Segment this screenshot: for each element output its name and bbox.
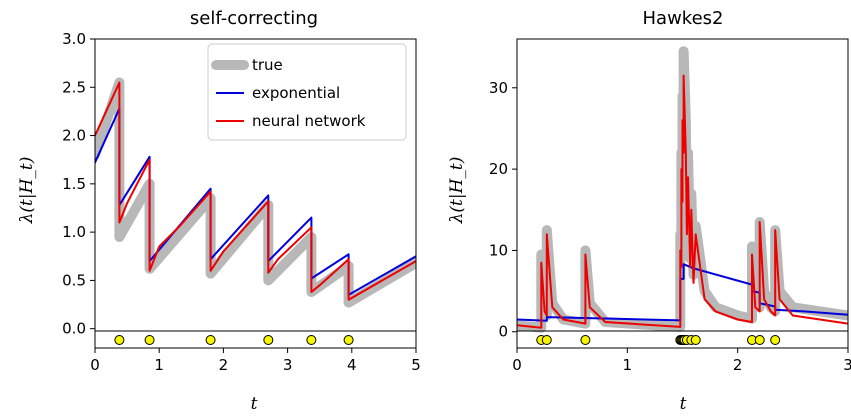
y-tick-label: 30 xyxy=(489,79,508,97)
plot-area xyxy=(94,38,417,349)
legend-label-exponential: exponential xyxy=(252,84,340,102)
event-marker xyxy=(144,335,155,345)
x-tick-label: 1 xyxy=(154,356,164,374)
chart-title: Hawkes2 xyxy=(643,8,724,29)
x-tick-label: 2 xyxy=(219,356,229,374)
series-neural-network xyxy=(517,74,848,329)
event-marker xyxy=(754,335,765,345)
y-tick-label: 1.5 xyxy=(62,175,86,193)
x-tick-label: 3 xyxy=(283,356,293,374)
x-tick-label: 2 xyxy=(733,356,743,374)
x-tick-label: 5 xyxy=(411,356,421,374)
x-tick-label: 0 xyxy=(512,356,522,374)
x-tick-label: 0 xyxy=(90,356,100,374)
event-marker xyxy=(343,335,354,345)
legend-frame xyxy=(207,43,407,141)
x-axis-label: t xyxy=(680,394,687,414)
event-marker xyxy=(263,335,274,345)
y-axis-label: λ(t|H_t) xyxy=(17,157,37,225)
event-marker xyxy=(541,335,552,345)
plot-area xyxy=(516,38,849,349)
x-axis-label: t xyxy=(251,394,258,414)
legend: true exponential neural network xyxy=(207,43,407,141)
ticks: 0 1 2 3 4 5 0.0 0.5 1.0 1.5 2.0 2.5 3.0 xyxy=(62,30,421,374)
y-tick-label: 0.0 xyxy=(62,320,86,338)
series-exponential xyxy=(95,107,416,296)
event-marker xyxy=(690,335,701,345)
axes-frame xyxy=(516,38,849,349)
series-true xyxy=(95,77,416,308)
x-tick-label: 3 xyxy=(843,356,851,374)
x-tick-label: 1 xyxy=(623,356,633,374)
event-marker xyxy=(770,335,781,345)
event-marker xyxy=(205,335,216,345)
y-tick-label: 20 xyxy=(489,160,508,178)
legend-label-neural-network: neural network xyxy=(252,112,366,130)
y-tick-label: 0 xyxy=(498,323,508,341)
y-tick-label: 1.0 xyxy=(62,223,86,241)
chart-title: self-correcting xyxy=(190,8,318,29)
y-tick-label: 2.0 xyxy=(62,127,86,145)
chart-self-correcting: self-correcting 0 1 2 3 4 5 0.0 0.5 1.0 1.5 2.0 2.5… xyxy=(17,8,421,414)
event-marker xyxy=(114,335,125,345)
series-group xyxy=(95,77,416,308)
event-marker xyxy=(306,335,317,345)
y-tick-label: 10 xyxy=(489,241,508,259)
y-axis-label: λ(t|H_t) xyxy=(447,157,467,225)
y-tick-label: 2.5 xyxy=(62,78,86,96)
axes-frame xyxy=(94,38,417,349)
legend-label-true: true xyxy=(252,56,283,74)
event-marker xyxy=(580,335,591,345)
series-group xyxy=(517,46,848,333)
series-neural-network xyxy=(95,81,416,301)
y-tick-label: 3.0 xyxy=(62,30,86,48)
y-tick-label: 0.5 xyxy=(62,271,86,289)
x-tick-label: 4 xyxy=(347,356,357,374)
